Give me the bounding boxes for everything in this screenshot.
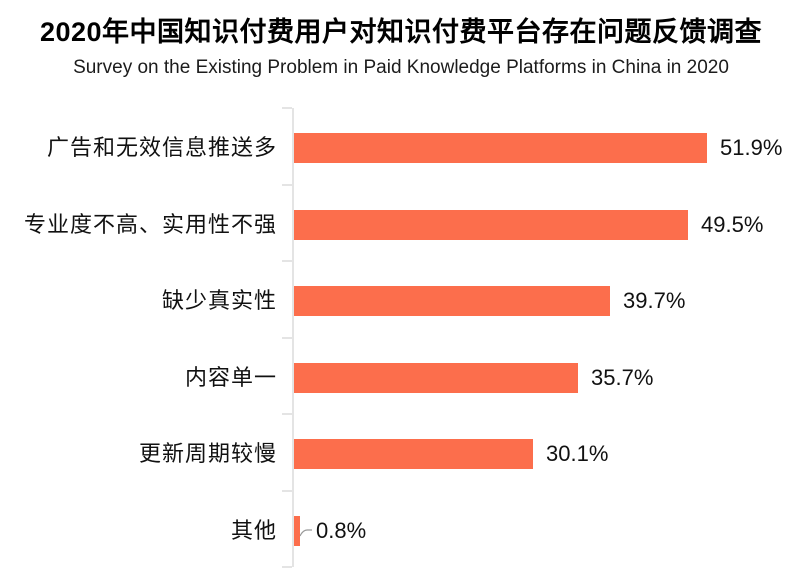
y-axis-line [292,108,294,567]
value-label: 0.8% [316,518,367,543]
axis-tick [282,566,292,568]
category-label: 专业度不高、实用性不强 [23,212,277,237]
value-label: 39.7% [623,288,686,313]
axis-tick [282,413,292,415]
category-label: 内容单一 [184,365,277,390]
axis-tick [282,184,292,186]
axis-tick [282,107,292,109]
bar [294,286,610,316]
bar [294,133,707,163]
value-label: 51.9% [720,135,783,160]
bar [294,210,688,240]
category-label: 其他 [230,518,277,543]
axis-tick [282,490,292,492]
chart-title: 2020年中国知识付费用户对知识付费平台存在问题反馈调查 [39,17,763,47]
bar [294,439,533,469]
value-label: 49.5% [701,212,764,237]
category-label: 更新周期较慢 [138,441,277,466]
axis-tick [282,260,292,262]
category-label: 缺少真实性 [161,288,277,313]
category-label: 广告和无效信息推送多 [46,135,277,160]
value-label: 30.1% [546,441,609,466]
chart-subtitle: Survey on the Existing Problem in Paid K… [73,57,729,78]
bar [294,516,300,546]
bar [294,363,578,393]
value-label: 35.7% [591,365,654,390]
leader-line [300,529,312,537]
axis-tick [282,337,292,339]
